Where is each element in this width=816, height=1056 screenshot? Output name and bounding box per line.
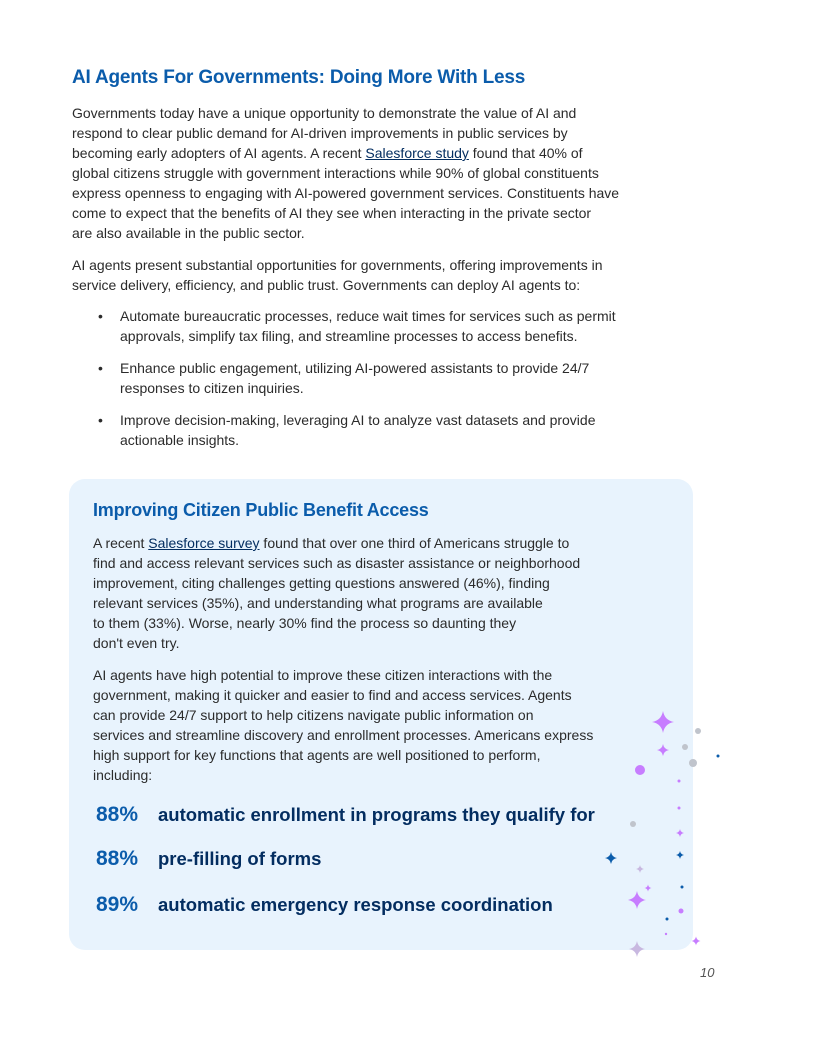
text: found that 40% of bbox=[468, 145, 583, 161]
text-line: to them (33%). Worse, nearly 30% find th… bbox=[93, 615, 517, 631]
text: becoming early adopters of AI agents. A … bbox=[72, 145, 366, 161]
text-line: responses to citizen inquiries. bbox=[120, 380, 304, 396]
section-title: AI Agents For Governments: Doing More Wi… bbox=[72, 67, 526, 88]
text-line: Enhance public engagement, utilizing AI-… bbox=[120, 360, 590, 376]
text-line: express openness to engaging with AI-pow… bbox=[72, 185, 620, 201]
text-line: can provide 24/7 support to help citizen… bbox=[93, 707, 534, 723]
page-number: 10 bbox=[700, 965, 715, 980]
text-line: respond to clear public demand for AI-dr… bbox=[72, 125, 568, 141]
text-line: services and streamline discovery and en… bbox=[93, 727, 594, 743]
text-line: Improve decision-making, leveraging AI t… bbox=[120, 412, 596, 428]
callout-box bbox=[69, 479, 693, 950]
callout-paragraph: AI agents have high potential to improve… bbox=[93, 665, 593, 785]
bullet-icon: • bbox=[98, 360, 103, 376]
callout-paragraph: A recent Salesforce survey found that ov… bbox=[93, 533, 580, 653]
stat-row: 88% pre-filling of forms bbox=[92, 841, 322, 875]
stat-value-text: 89% bbox=[96, 893, 139, 916]
stat-label: pre-filling of forms bbox=[158, 848, 322, 869]
stat-label: automatic emergency response coordinatio… bbox=[158, 894, 553, 915]
stat-value: 88% bbox=[92, 797, 158, 831]
text-line: A recent Salesforce survey found that ov… bbox=[93, 533, 580, 553]
stat-label: automatic enrollment in programs they qu… bbox=[158, 804, 595, 825]
bullet-icon: • bbox=[98, 308, 103, 324]
text: A recent bbox=[93, 535, 149, 551]
stat-value-text: 88% bbox=[96, 803, 139, 826]
text-line: becoming early adopters of AI agents. A … bbox=[72, 143, 619, 163]
text-line: improvement, citing challenges getting q… bbox=[93, 575, 550, 591]
opportunities-paragraph: AI agents present substantial opportunit… bbox=[72, 255, 602, 295]
bullet-item: • Improve decision-making, leveraging AI… bbox=[98, 410, 596, 450]
bullet-icon: • bbox=[98, 412, 103, 428]
sparkles-decoration-icon bbox=[605, 711, 720, 957]
salesforce-survey-link[interactable]: Salesforce survey bbox=[148, 535, 260, 551]
text-line: are also available in the public sector. bbox=[72, 225, 305, 241]
text-line: actionable insights. bbox=[120, 432, 240, 448]
text-line: AI agents present substantial opportunit… bbox=[72, 257, 603, 273]
salesforce-study-link[interactable]: Salesforce study bbox=[365, 145, 469, 161]
text-line: global citizens struggle with government… bbox=[72, 165, 599, 181]
stat-row: 88% automatic enrollment in programs the… bbox=[92, 797, 595, 831]
bullet-item: • Automate bureaucratic processes, reduc… bbox=[98, 306, 616, 346]
text-line: approvals, simplify tax filing, and stre… bbox=[120, 328, 578, 344]
stat-value: 88% bbox=[92, 841, 158, 875]
text-line: including: bbox=[93, 767, 153, 783]
bullet-item: • Enhance public engagement, utilizing A… bbox=[98, 358, 590, 398]
stat-row: 89% automatic emergency response coordin… bbox=[92, 887, 553, 921]
text-line: service delivery, efficiency, and public… bbox=[72, 277, 581, 293]
callout-title: Improving Citizen Public Benefit Access bbox=[93, 500, 429, 520]
text-line: AI agents have high potential to improve… bbox=[93, 667, 553, 683]
text-line: Automate bureaucratic processes, reduce … bbox=[120, 308, 616, 324]
text-line: find and access relevant services such a… bbox=[93, 555, 581, 571]
stat-value-text: 88% bbox=[96, 847, 139, 870]
text-line: Governments today have a unique opportun… bbox=[72, 105, 577, 121]
intro-paragraph: Governments today have a unique opportun… bbox=[72, 103, 619, 243]
text-line: come to expect that the benefits of AI t… bbox=[72, 205, 592, 221]
stat-value: 89% bbox=[92, 887, 158, 921]
text: found that over one third of Americans s… bbox=[259, 535, 570, 551]
text-line: relevant services (35%), and understandi… bbox=[93, 595, 543, 611]
text-line: high support for key functions that agen… bbox=[93, 747, 541, 763]
text-line: don't even try. bbox=[93, 635, 180, 651]
text-line: government, making it quicker and easier… bbox=[93, 687, 572, 703]
